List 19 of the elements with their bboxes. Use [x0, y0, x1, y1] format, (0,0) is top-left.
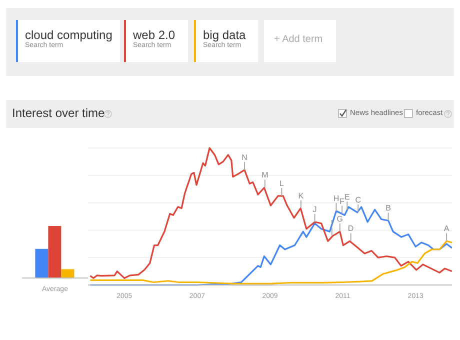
annotation: G: [336, 214, 344, 224]
annotation: B: [386, 204, 391, 213]
legend-label: web 2.0: [133, 28, 176, 42]
annotation: H: [333, 194, 340, 204]
annotation: N: [242, 152, 248, 162]
legend-label: big data: [203, 28, 247, 42]
annotation: C: [355, 195, 362, 204]
legend-label: cloud computing: [25, 28, 114, 42]
chart-title: Interest over time: [12, 106, 105, 120]
annotation: K: [298, 191, 304, 200]
annotation: J: [312, 204, 317, 214]
annotation: M: [262, 170, 269, 180]
annotation: F: [340, 196, 345, 206]
annotation: E: [344, 192, 350, 202]
annotation: I: [330, 218, 333, 228]
annotation: D: [348, 224, 354, 234]
annotation: A: [444, 224, 450, 234]
text: + Add term: [264, 20, 336, 62]
annotation: L: [279, 178, 284, 188]
